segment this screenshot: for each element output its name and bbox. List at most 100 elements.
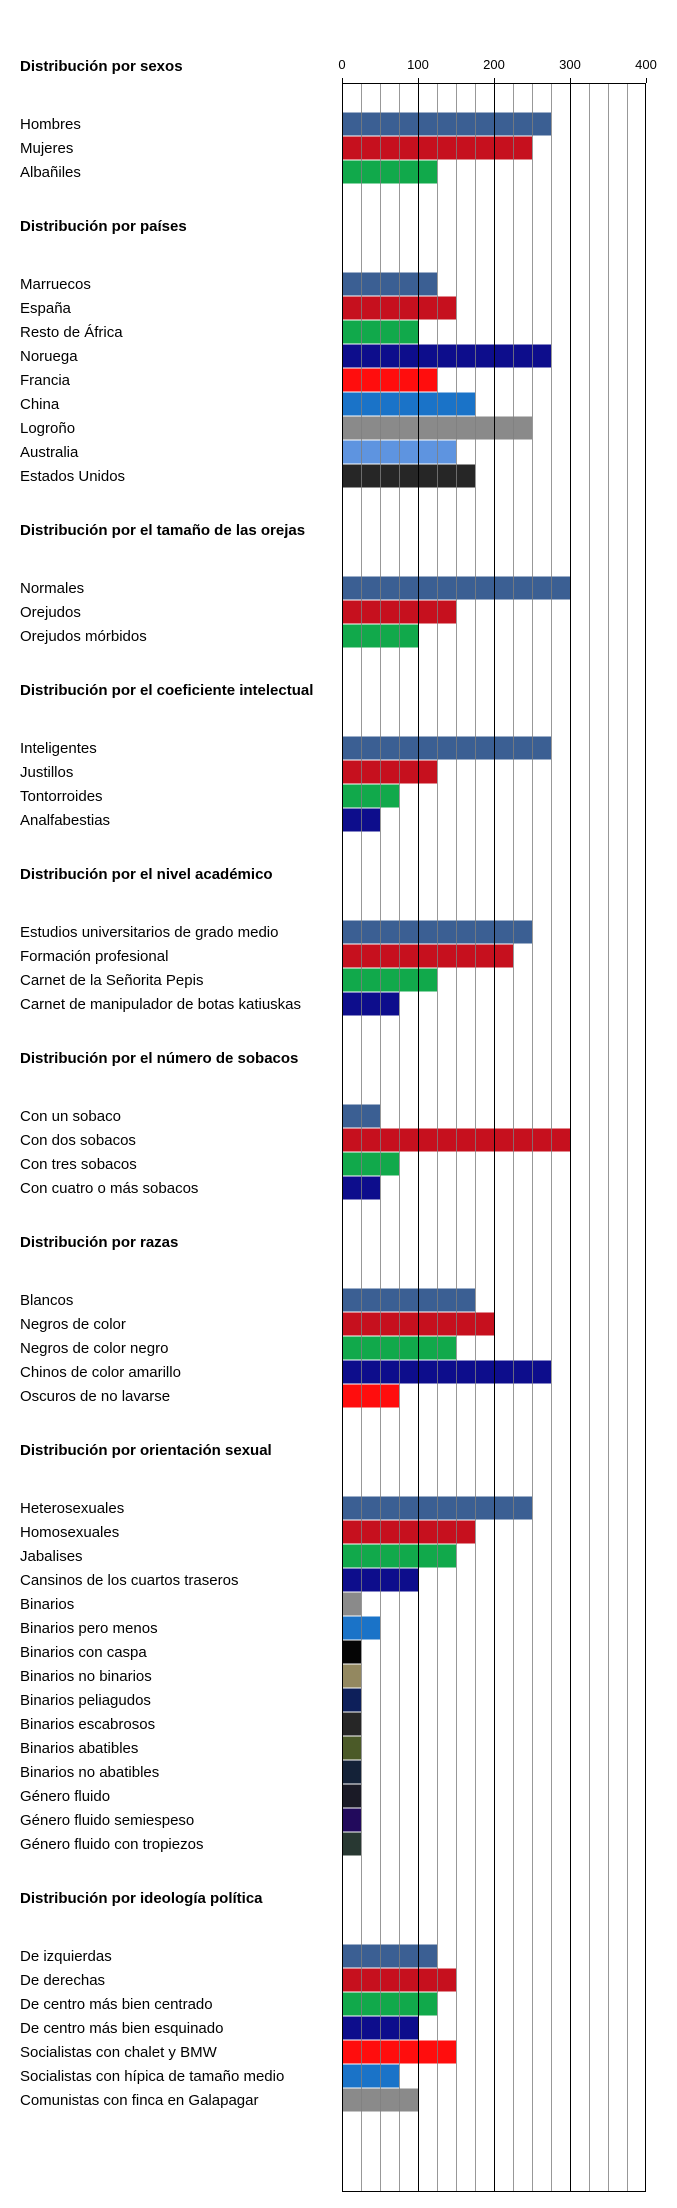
category-label: Género fluido con tropiezos [20, 1836, 203, 1853]
bar-3-3 [342, 808, 380, 832]
bar-1-0 [342, 272, 437, 296]
category-label: Negros de color negro [20, 1340, 168, 1357]
bar-8-2 [342, 1992, 437, 2016]
bar-2-1 [342, 600, 456, 624]
bar-1-4 [342, 368, 437, 392]
bar-7-4 [342, 1592, 361, 1616]
category-label: Cansinos de los cuartos traseros [20, 1572, 238, 1589]
category-label: Orejudos [20, 604, 81, 621]
x-tick-label: 100 [407, 57, 429, 72]
bar-6-3 [342, 1360, 551, 1384]
category-label: Resto de África [20, 324, 123, 341]
category-label: Hombres [20, 116, 81, 133]
section-title: Distribución por el tamaño de las orejas [20, 522, 305, 539]
category-label: Logroño [20, 420, 75, 437]
category-label: Binarios pero menos [20, 1620, 158, 1637]
bar-7-6 [342, 1640, 361, 1664]
category-label: Homosexuales [20, 1524, 119, 1541]
bar-7-13 [342, 1808, 361, 1832]
category-label: Formación profesional [20, 948, 168, 965]
category-label: Con cuatro o más sobacos [20, 1180, 198, 1197]
bar-5-2 [342, 1152, 399, 1176]
bar-1-5 [342, 392, 475, 416]
category-label: Socialistas con chalet y BMW [20, 2044, 218, 2061]
category-label: Estados Unidos [20, 468, 125, 485]
section-title: Distribución por orientación sexual [20, 1442, 272, 1459]
bar-7-12 [342, 1784, 361, 1808]
category-label: Carnet de la Señorita Pepis [20, 972, 203, 989]
bar-4-2 [342, 968, 437, 992]
category-label: Socialistas con hípica de tamaño medio [20, 2068, 284, 2085]
category-label: Con dos sobacos [20, 1132, 136, 1149]
category-label: Con tres sobacos [20, 1156, 137, 1173]
category-label: Binarios abatibles [20, 1740, 138, 1757]
category-label: España [20, 300, 72, 317]
category-label: Género fluido [20, 1788, 110, 1805]
category-label: Orejudos mórbidos [20, 628, 147, 645]
section-title: Distribución por el coeficiente intelect… [20, 682, 313, 699]
bar-3-2 [342, 784, 399, 808]
bar-2-2 [342, 624, 418, 648]
category-label: De centro más bien esquinado [20, 2020, 223, 2037]
category-label: Analfabestias [20, 812, 110, 829]
bar-4-0 [342, 920, 532, 944]
bar-5-0 [342, 1104, 380, 1128]
category-label: Binarios no abatibles [20, 1764, 159, 1781]
bar-8-6 [342, 2088, 418, 2112]
category-label: Blancos [20, 1292, 73, 1309]
bar-7-3 [342, 1568, 418, 1592]
bar-5-3 [342, 1176, 380, 1200]
x-tick-label: 300 [559, 57, 581, 72]
category-label: Normales [20, 580, 84, 597]
bar-1-6 [342, 416, 532, 440]
bar-2-0 [342, 576, 570, 600]
category-label: Binarios escabrosos [20, 1716, 155, 1733]
x-tick-label: 400 [635, 57, 657, 72]
x-tick-label: 200 [483, 57, 505, 72]
bar-4-3 [342, 992, 399, 1016]
section-title: Distribución por el número de sobacos [20, 1050, 298, 1067]
bar-7-14 [342, 1832, 361, 1856]
bar-0-0 [342, 112, 551, 136]
bar-8-0 [342, 1944, 437, 1968]
category-label: Justillos [20, 764, 73, 781]
section-title: Distribución por países [20, 218, 187, 235]
category-label: Comunistas con finca en Galapagar [20, 2092, 258, 2109]
category-label: Heterosexuales [20, 1500, 124, 1517]
bar-6-0 [342, 1288, 475, 1312]
category-label: Binarios [20, 1596, 74, 1613]
category-label: Noruega [20, 348, 78, 365]
bar-1-3 [342, 344, 551, 368]
bar-8-5 [342, 2064, 399, 2088]
bar-7-1 [342, 1520, 475, 1544]
category-label: Binarios con caspa [20, 1644, 147, 1661]
category-label: Oscuros de no lavarse [20, 1388, 170, 1405]
bar-7-11 [342, 1760, 361, 1784]
bar-1-7 [342, 440, 456, 464]
bar-1-1 [342, 296, 456, 320]
category-label: Género fluido semiespeso [20, 1812, 194, 1829]
category-label: Australia [20, 444, 79, 461]
category-label: Jabalises [20, 1548, 83, 1565]
category-label: De derechas [20, 1972, 105, 1989]
bar-3-1 [342, 760, 437, 784]
bar-7-8 [342, 1688, 361, 1712]
section-title: Distribución por sexos [20, 58, 183, 75]
bar-0-1 [342, 136, 532, 160]
category-label: Tontorroides [20, 788, 103, 805]
bar-4-1 [342, 944, 513, 968]
bar-7-10 [342, 1736, 361, 1760]
bar-6-4 [342, 1384, 399, 1408]
bar-7-2 [342, 1544, 456, 1568]
category-label: Binarios peliagudos [20, 1692, 151, 1709]
category-label: Estudios universitarios de grado medio [20, 924, 278, 941]
category-label: Mujeres [20, 140, 73, 157]
bar-3-0 [342, 736, 551, 760]
section-title: Distribución por razas [20, 1234, 178, 1251]
bar-7-7 [342, 1664, 361, 1688]
bar-8-3 [342, 2016, 418, 2040]
category-label: Francia [20, 372, 71, 389]
category-label: De centro más bien centrado [20, 1996, 213, 2013]
bar-7-9 [342, 1712, 361, 1736]
